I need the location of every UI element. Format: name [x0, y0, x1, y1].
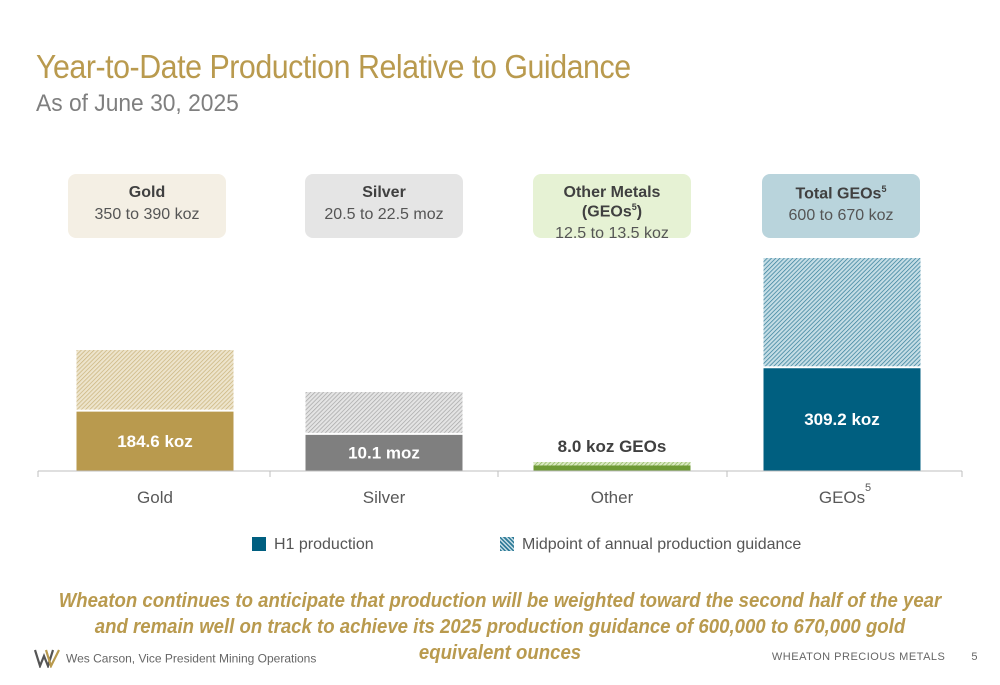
guidance-box-other: Other Metals (GEOs5) 12.5 to 13.5 koz	[533, 174, 691, 242]
production-chart: 184.6 koz Gold 10.1 moz Silver 8.0 koz GEOs O…	[37, 258, 963, 507]
guidance-name-gold: Gold	[128, 184, 166, 201]
category-sup-geos: 5	[865, 482, 871, 494]
legend-label-h1: H1 production	[274, 536, 374, 553]
guidance-name-silver: Silver	[362, 184, 406, 201]
wheaton-logo-icon	[33, 648, 60, 671]
category-label-other: Other	[591, 488, 634, 507]
legend-label-guidance: Midpoint of annual production guidance	[522, 536, 802, 553]
page-number: 5	[971, 651, 978, 663]
legend-swatch-h1	[252, 537, 266, 551]
guidance-sup-total: 5	[881, 184, 887, 194]
guidance-name-other: Other Metals (GEOs5)	[563, 184, 661, 221]
guidance-range-total: 600 to 670 koz	[788, 207, 894, 225]
footer-company: WHEATON PRECIOUS METALS 5	[772, 651, 978, 663]
data-label-other: 8.0 koz GEOs	[558, 437, 667, 456]
page-subtitle: As of June 30, 2025	[36, 90, 239, 117]
legend-swatch-guidance	[500, 537, 514, 551]
footer-presenter: Wes Carson, Vice President Mining Operat…	[33, 648, 317, 671]
bar-h1-gold	[76, 410, 234, 471]
page-title: Year-to-Date Production Relative to Guid…	[36, 48, 631, 85]
bar-guidance-geos	[763, 258, 921, 368]
category-label-gold: Gold	[137, 488, 173, 507]
category-label-silver: Silver	[363, 488, 406, 507]
data-label-silver: 10.1 moz	[348, 443, 420, 462]
guidance-box-gold: Gold 350 to 390 koz	[68, 174, 226, 238]
guidance-box-total: Total GEOs5 600 to 670 koz	[762, 174, 920, 238]
guidance-box-silver: Silver 20.5 to 22.5 moz	[305, 174, 463, 238]
bar-h1-geos	[763, 367, 921, 471]
guidance-range-silver: 20.5 to 22.5 moz	[324, 206, 444, 223]
bar-h1-other	[533, 465, 691, 471]
bar-guidance-gold	[76, 350, 234, 411]
guidance-sup-other: 5	[631, 202, 637, 212]
legend-item-h1: H1 production	[252, 536, 374, 554]
highlight-note: Wheaton continues to anticipate that pro…	[58, 590, 942, 664]
bar-guidance-silver	[305, 392, 463, 434]
data-label-geos: 309.2 koz	[804, 410, 880, 429]
guidance-range-other: 12.5 to 13.5 koz	[555, 225, 669, 243]
bar-guidance-other	[533, 462, 691, 466]
bar-h1-silver	[305, 433, 463, 471]
data-label-gold: 184.6 koz	[117, 432, 193, 451]
company-name: WHEATON PRECIOUS METALS	[771, 651, 946, 663]
guidance-name-total: Total GEOs5	[795, 184, 887, 203]
guidance-range-gold: 350 to 390 koz	[94, 206, 200, 223]
presenter-label: Wes Carson, Vice President Mining Operat…	[66, 651, 317, 666]
legend-item-guidance: Midpoint of annual production guidance	[500, 536, 801, 554]
category-label-geos: GEOs	[819, 488, 865, 507]
